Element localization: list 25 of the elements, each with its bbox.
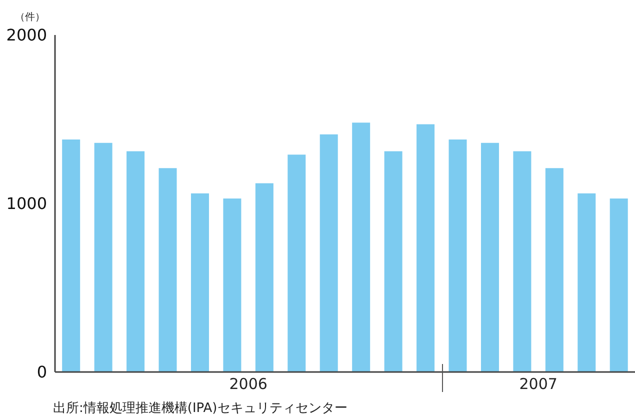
bar	[448, 139, 467, 372]
bar	[94, 142, 112, 372]
y-axis-title: （件）	[15, 11, 45, 24]
bar	[255, 183, 274, 372]
text: 2007	[519, 375, 558, 393]
bar	[578, 193, 596, 372]
text: 出所:情報処理推進機構(IPA)セキュリティセンター	[53, 400, 348, 417]
bar	[62, 139, 80, 372]
y-tick-label: 0	[36, 362, 47, 382]
bar	[545, 168, 564, 372]
bar	[126, 151, 145, 372]
bar	[384, 151, 402, 372]
text: 2006	[229, 375, 268, 393]
y-tick-label: 2000	[6, 26, 47, 45]
bar	[288, 154, 306, 372]
bar	[416, 124, 435, 372]
bar	[610, 198, 628, 372]
bar	[223, 198, 242, 372]
bar	[158, 168, 177, 372]
bar	[320, 134, 338, 372]
bar	[480, 142, 499, 372]
bar	[190, 193, 209, 372]
bar	[513, 151, 532, 372]
y-tick-label: 1000	[6, 194, 47, 214]
bar	[352, 122, 370, 372]
